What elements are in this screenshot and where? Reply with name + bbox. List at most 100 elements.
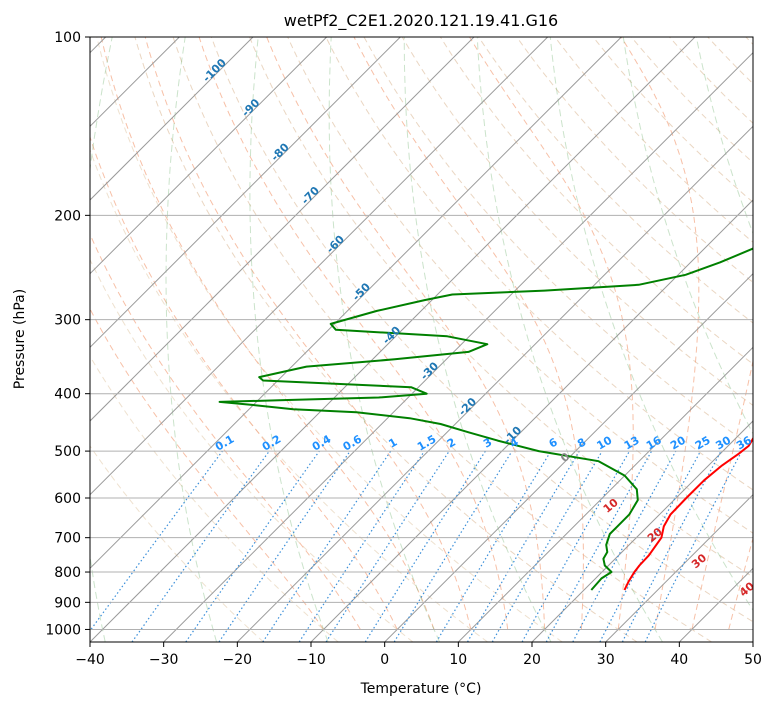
mixing-ratio-line	[185, 450, 320, 642]
mixing-ratio-line	[466, 450, 580, 642]
line-labels: -100-90-80-70-60-50-40-30-20-100.1 0.2 0.4…	[200, 56, 757, 599]
moist-adiabat-label: 10	[601, 496, 621, 516]
isotherm-line	[90, 37, 328, 275]
isotherm-label: -40	[380, 324, 403, 347]
isotherm-line	[90, 37, 696, 642]
mixing-ratio-line	[599, 450, 702, 642]
mixing-ratio-line	[521, 450, 631, 642]
isotherm-line	[90, 37, 254, 201]
y-tick-label: 1000	[45, 622, 81, 638]
x-tick-label: 10	[449, 652, 467, 668]
dry-adiabat-line	[90, 355, 339, 642]
moist-adiabat-line	[353, 37, 584, 630]
mixing-ratio-label: 3	[481, 436, 494, 451]
moist-adiabat-line	[90, 308, 324, 630]
mixing-ratio-label: 1	[386, 436, 399, 451]
y-tick-label: 800	[54, 565, 81, 581]
x-axis-ticks: −40 −30 −20 −10 0 10 20 30 40 50	[75, 642, 762, 668]
dry-adiabat-line	[554, 37, 753, 243]
mixing-ratio-label: 1.5	[415, 433, 438, 454]
isotherm-line	[90, 37, 475, 422]
mixing-ratio-label: 0.4	[310, 432, 334, 453]
mixing-ratio-line	[131, 450, 270, 642]
isotherm-label: -80	[269, 140, 292, 163]
mixing-ratio-line	[364, 450, 486, 642]
mixing-ratio-line	[325, 450, 450, 642]
moist-adiabat-label: 40	[737, 579, 757, 599]
dry-adiabat-line	[516, 37, 753, 284]
isotherm-line	[90, 37, 622, 570]
isotherm-label: -60	[324, 232, 347, 255]
mixing-ratio-label: 8	[575, 436, 588, 451]
moist-adiabat-line	[144, 37, 472, 630]
dry-adiabat-line	[478, 37, 753, 324]
y-tick-label: 700	[54, 531, 81, 547]
mixing-ratio-line	[545, 450, 653, 642]
x-tick-label: −20	[223, 652, 253, 668]
moist-adiabat-line	[620, 37, 700, 630]
y-tick-label: 100	[54, 30, 81, 46]
moist-adiabat-line	[90, 135, 398, 630]
isotherm-line	[236, 125, 753, 642]
mixing-ratio-line	[572, 450, 677, 642]
y-tick-label: 400	[54, 387, 81, 403]
mixing-ratio-label: 16	[644, 433, 664, 452]
reference-line	[328, 37, 441, 642]
reference-line	[549, 37, 753, 612]
isotherm-line	[310, 199, 753, 642]
profile-lines	[218, 247, 753, 591]
isotherm-label: -90	[239, 96, 262, 119]
moist-adiabat-label: 20	[645, 525, 665, 545]
isotherm-line	[90, 37, 401, 349]
x-tick-label: 0	[380, 652, 389, 668]
reference-line	[249, 37, 329, 642]
mixing-ratio-label: 30	[713, 433, 733, 452]
dry-adiabat-line	[287, 37, 753, 534]
moist-adiabat-line	[728, 536, 753, 630]
mixing-ratio-label: 10	[594, 433, 614, 452]
mixing-ratio-label: 13	[622, 434, 642, 453]
dry-adiabat-line	[90, 445, 264, 642]
dry-adiabat-line	[134, 37, 638, 642]
dry-adiabat-line	[363, 37, 753, 448]
isotherm-line	[678, 567, 753, 642]
isotherm-label: -30	[418, 359, 441, 382]
mixing-ratio-label: 2	[445, 436, 458, 451]
isotherm-line	[384, 272, 753, 642]
isotherm-line	[90, 37, 549, 496]
y-tick-label: 900	[54, 595, 81, 611]
x-tick-label: −10	[296, 652, 326, 668]
dry-adiabat-line	[172, 37, 712, 642]
mixing-ratio-line	[435, 450, 552, 642]
y-tick-label: 200	[54, 208, 81, 224]
reference-line	[695, 37, 753, 235]
mixing-ratio-line	[90, 450, 223, 632]
moist-adiabat-line	[90, 232, 361, 630]
reference-line	[622, 37, 753, 435]
mixing-ratio-line	[491, 450, 603, 642]
dry-adiabat-line	[90, 148, 488, 642]
chart-title: wetPf2_C2E1.2020.121.19.41.G16	[284, 11, 558, 31]
dry-adiabat-line	[669, 37, 753, 124]
moist-adiabat-line	[766, 37, 775, 629]
reference-line	[769, 37, 775, 642]
mixing-ratio-line	[393, 450, 513, 642]
x-axis-label: Temperature (°C)	[360, 681, 482, 697]
isotherm-line	[457, 346, 753, 642]
dry-adiabat-line	[401, 37, 753, 406]
x-tick-label: 30	[597, 652, 615, 668]
x-tick-label: 40	[670, 652, 688, 668]
mixing-ratio-label: 0.2	[260, 433, 283, 454]
y-tick-label: 300	[54, 313, 81, 329]
y-tick-label: 500	[54, 444, 81, 460]
pressure-grid	[90, 37, 753, 630]
dry-adiabat-line	[90, 258, 414, 642]
mixing-ratio-line	[218, 450, 351, 642]
moist-adiabat-line	[266, 37, 546, 630]
dry-adiabat-line	[745, 37, 753, 46]
plot-frame	[89, 36, 754, 643]
x-tick-label: 20	[523, 652, 541, 668]
isotherm-line	[605, 493, 753, 642]
isotherm-line	[752, 641, 753, 642]
